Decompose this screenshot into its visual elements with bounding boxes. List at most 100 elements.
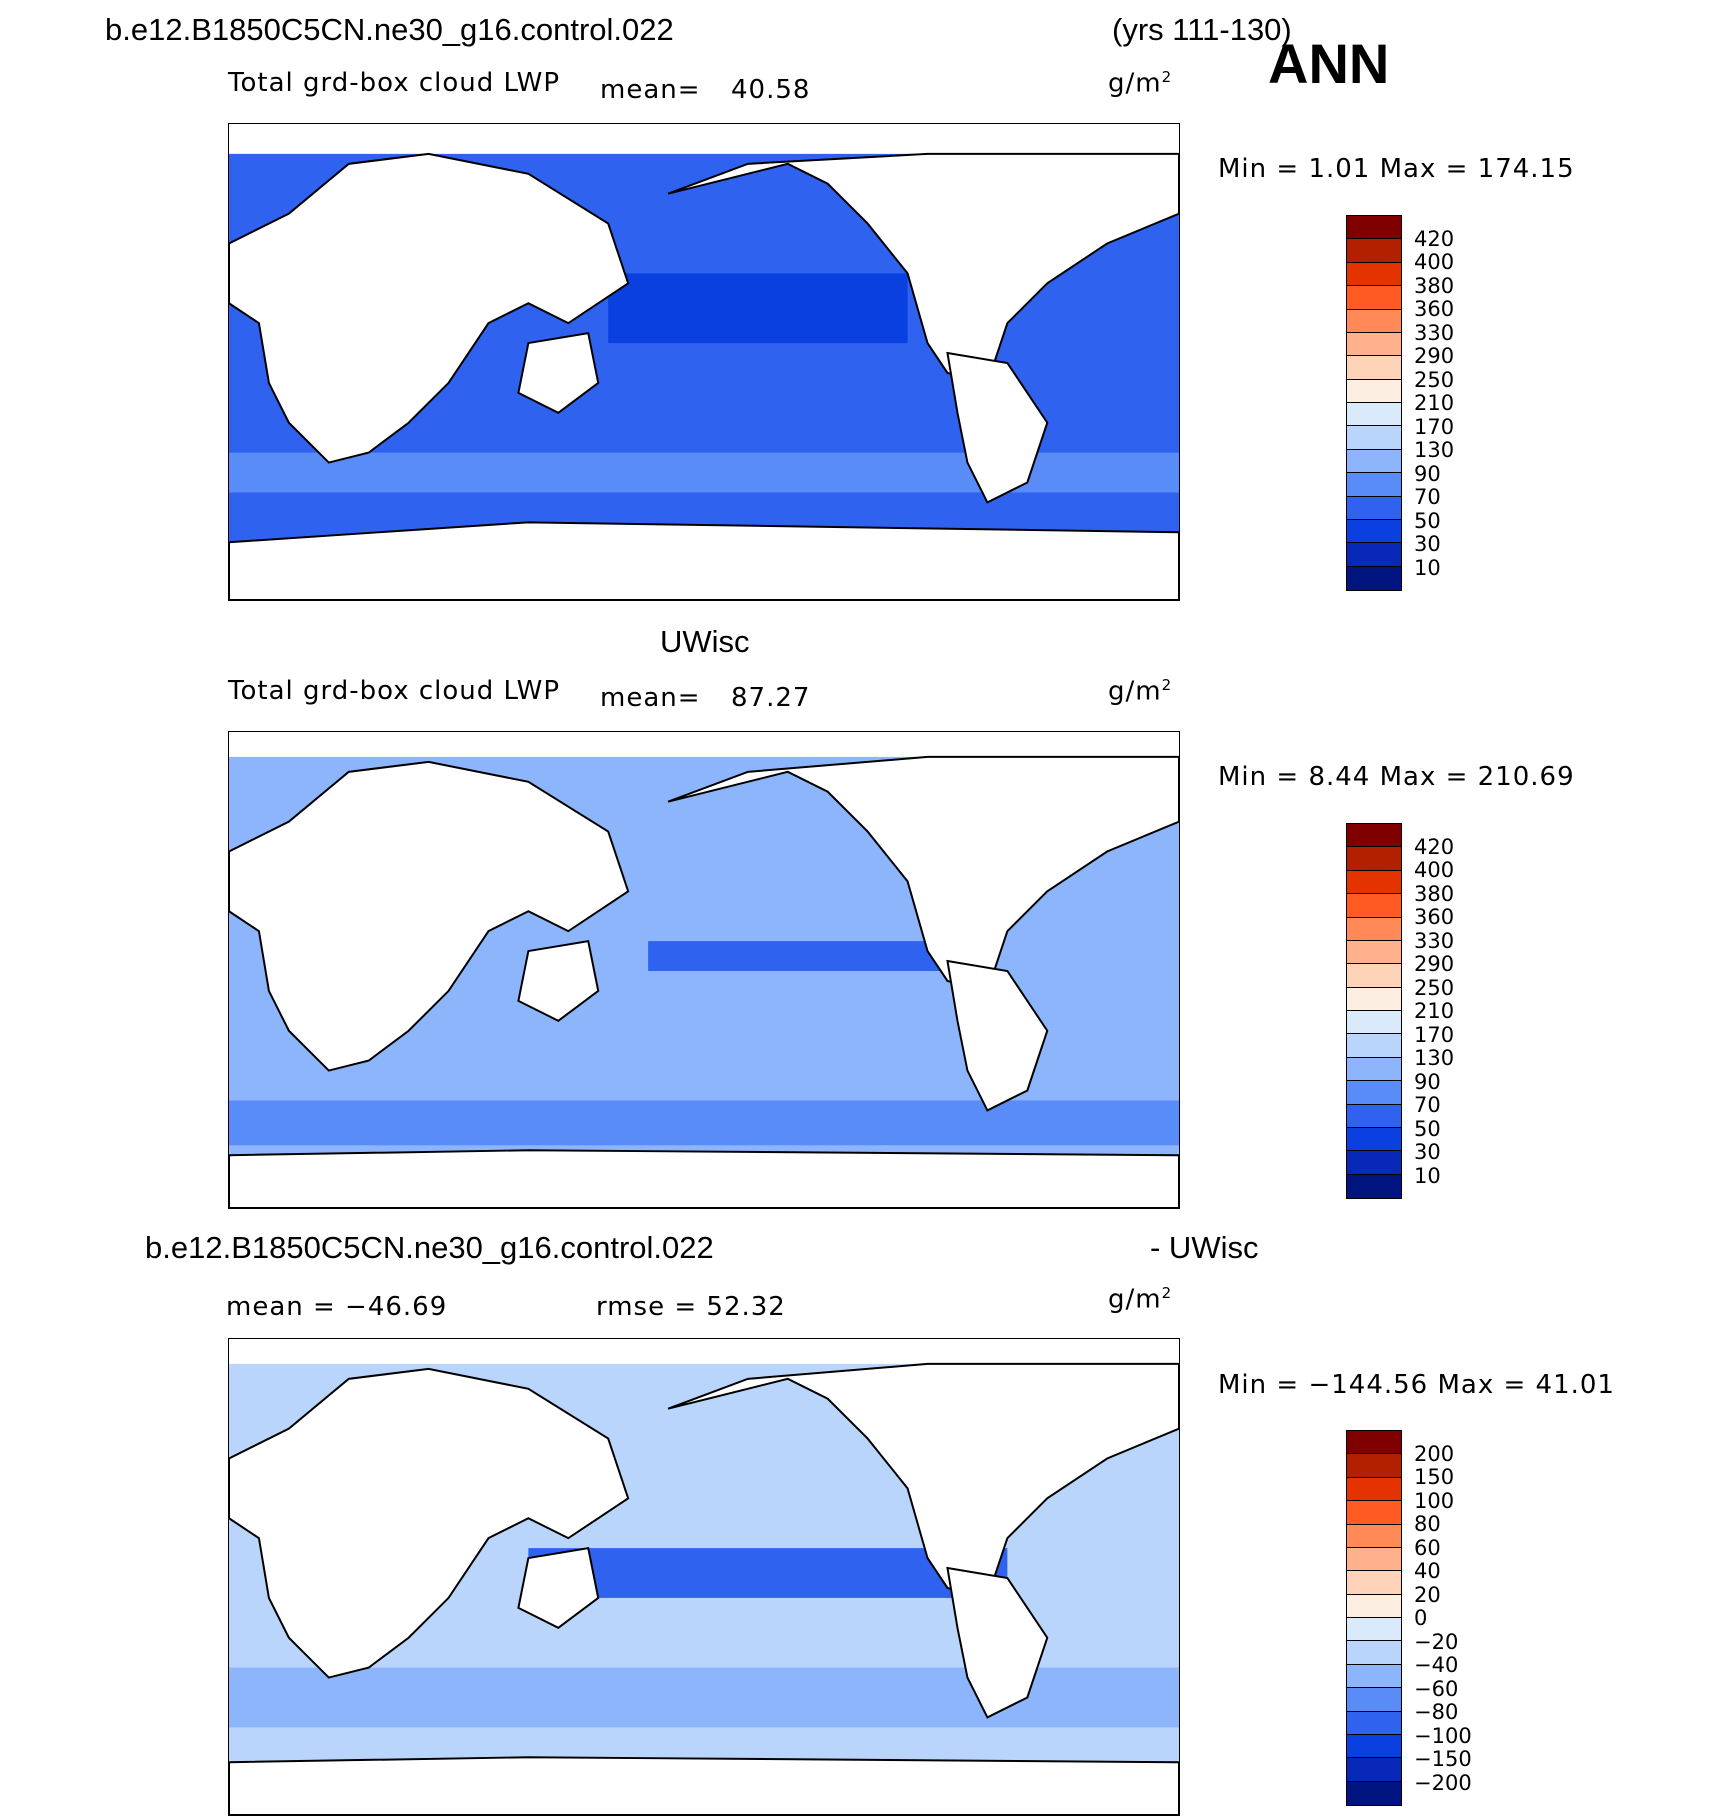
colorbar-swatch [1347, 917, 1401, 941]
colorbar-swatch [1347, 1431, 1401, 1455]
colorbar-swatch [1347, 1781, 1401, 1805]
colorbar-tick-label: 10 [1414, 555, 1441, 580]
colorbar-tick-label: −100 [1414, 1723, 1472, 1748]
colorbar-tick-label: −150 [1414, 1747, 1472, 1771]
colorbar-swatch [1347, 1618, 1401, 1642]
colorbar-swatch [1347, 286, 1401, 310]
colorbar-swatch [1347, 1664, 1401, 1689]
colorbar-swatch [1347, 1104, 1401, 1128]
colorbar-swatch [1347, 519, 1401, 544]
panel2-map-svg [229, 755, 1179, 1208]
panel2-title: UWisc [660, 624, 750, 659]
colorbar-tick-label: 50 [1414, 508, 1441, 533]
colorbar-tick-label: −80 [1414, 1700, 1459, 1724]
colorbar-swatch [1347, 356, 1401, 380]
colorbar-swatch [1347, 1758, 1401, 1782]
panel1-land [229, 152, 1179, 600]
panel1-mean-label: mean= [600, 75, 701, 105]
colorbar-swatch [1347, 262, 1401, 287]
colorbar-tick-label: 380 [1414, 273, 1455, 298]
colorbar-swatch [1347, 449, 1401, 474]
colorbar-swatch [1347, 1477, 1401, 1502]
colorbar-tick-label: 60 [1414, 1535, 1441, 1560]
colorbar-tick-label: 380 [1414, 881, 1455, 906]
colorbar-swatch [1347, 1571, 1401, 1595]
colorbar-tick-label: 90 [1414, 1069, 1441, 1094]
colorbar-tick-label: 90 [1414, 461, 1441, 486]
panel1-southern-band [229, 452, 1179, 493]
years-label: (yrs 111-130) [1112, 12, 1292, 47]
colorbar-swatch [1347, 1057, 1401, 1082]
panel3-mid-band [229, 1667, 1179, 1728]
colorbar-swatch [1347, 332, 1401, 357]
colorbar-tick-label: 360 [1414, 297, 1455, 321]
colorbar-swatch [1347, 1011, 1401, 1035]
colorbar-swatch [1347, 496, 1401, 520]
colorbar-tick-label: −40 [1414, 1653, 1459, 1677]
colorbar-swatch [1347, 894, 1401, 918]
colorbar-tick-label: −200 [1414, 1770, 1472, 1795]
colorbar-tick-label: 170 [1414, 1022, 1455, 1047]
colorbar-swatch [1347, 543, 1401, 567]
colorbar-swatch [1347, 1547, 1401, 1572]
colorbar-swatch [1347, 1641, 1401, 1665]
colorbar-tick-label: 330 [1414, 928, 1455, 953]
panel1-variable-label: Total grd-box cloud LWP [228, 68, 561, 98]
colorbar-tick-label: 130 [1414, 438, 1455, 462]
colorbar-tick-label: −20 [1414, 1629, 1459, 1654]
colorbar-swatch [1347, 1711, 1401, 1735]
colorbar-tick-label: 40 [1414, 1559, 1441, 1583]
colorbar-swatch [1347, 1734, 1401, 1759]
case-name-title: b.e12.B1850C5CN.ne30_g16.control.022 [105, 12, 674, 47]
colorbar-tick-label: 30 [1414, 532, 1441, 556]
colorbar-tick-label: 70 [1414, 1093, 1441, 1117]
panel2-units: g/m2 [1108, 676, 1173, 707]
panel3-map [228, 1338, 1180, 1816]
panel2-variable-label: Total grd-box cloud LWP [228, 676, 561, 706]
panel1-map [228, 123, 1180, 601]
colorbar-swatch [1347, 940, 1401, 965]
colorbar-tick-label: 360 [1414, 905, 1455, 929]
panel1-map-svg [229, 152, 1179, 600]
colorbar-swatch [1347, 309, 1401, 333]
colorbar-swatch [1347, 1454, 1401, 1478]
panel3-minmax: Min = −144.56 Max = 41.01 [1218, 1370, 1615, 1400]
panel1-mean-value: 40.58 [731, 75, 811, 105]
colorbar-swatch [1347, 379, 1401, 403]
colorbar-swatch [1347, 847, 1401, 871]
colorbar-swatch [1347, 1081, 1401, 1105]
colorbar-tick-label: 0 [1414, 1606, 1428, 1630]
colorbar-tick-label: 50 [1414, 1116, 1441, 1141]
colorbar-tick-label: 330 [1414, 320, 1455, 345]
colorbar-tick-label: 400 [1414, 858, 1455, 882]
panel3-units: g/m2 [1108, 1284, 1173, 1315]
colorbar-swatch [1347, 1524, 1401, 1548]
colorbar-swatch [1347, 403, 1401, 427]
colorbar-tick-label: 210 [1414, 391, 1455, 415]
panel3-title-left: b.e12.B1850C5CN.ne30_g16.control.022 [145, 1230, 714, 1265]
colorbar-tick-label: 290 [1414, 952, 1455, 976]
colorbar-swatch [1347, 964, 1401, 988]
panel2-mean-label: mean= [600, 683, 701, 713]
colorbar-swatch [1347, 1501, 1401, 1525]
colorbar-tick-label: 170 [1414, 414, 1455, 439]
colorbar-swatch [1347, 473, 1401, 497]
colorbar-tick-label: 150 [1414, 1465, 1455, 1489]
panel3-land [229, 1362, 1179, 1815]
panel2-southern-band [229, 1100, 1179, 1146]
panel2-mean-value: 87.27 [731, 683, 811, 713]
colorbar-tick-label: 100 [1414, 1488, 1455, 1513]
panel3-rmse: rmse = 52.32 [596, 1292, 786, 1322]
colorbar-swatch [1347, 426, 1401, 450]
panel2-land [229, 755, 1179, 1208]
colorbar-tick-label: 30 [1414, 1140, 1441, 1164]
colorbar-tick-label: 250 [1414, 367, 1455, 392]
panel2-ocean-dark-band [648, 941, 948, 971]
panel3-title-right: - UWisc [1150, 1230, 1259, 1265]
colorbar-tick-label: 70 [1414, 485, 1441, 509]
panel1-minmax: Min = 1.01 Max = 174.15 [1218, 154, 1575, 184]
panel3-colorbar [1346, 1430, 1402, 1806]
season-label: ANN [1268, 32, 1390, 95]
panel3-map-svg [229, 1362, 1179, 1815]
colorbar-tick-label: 130 [1414, 1046, 1455, 1070]
